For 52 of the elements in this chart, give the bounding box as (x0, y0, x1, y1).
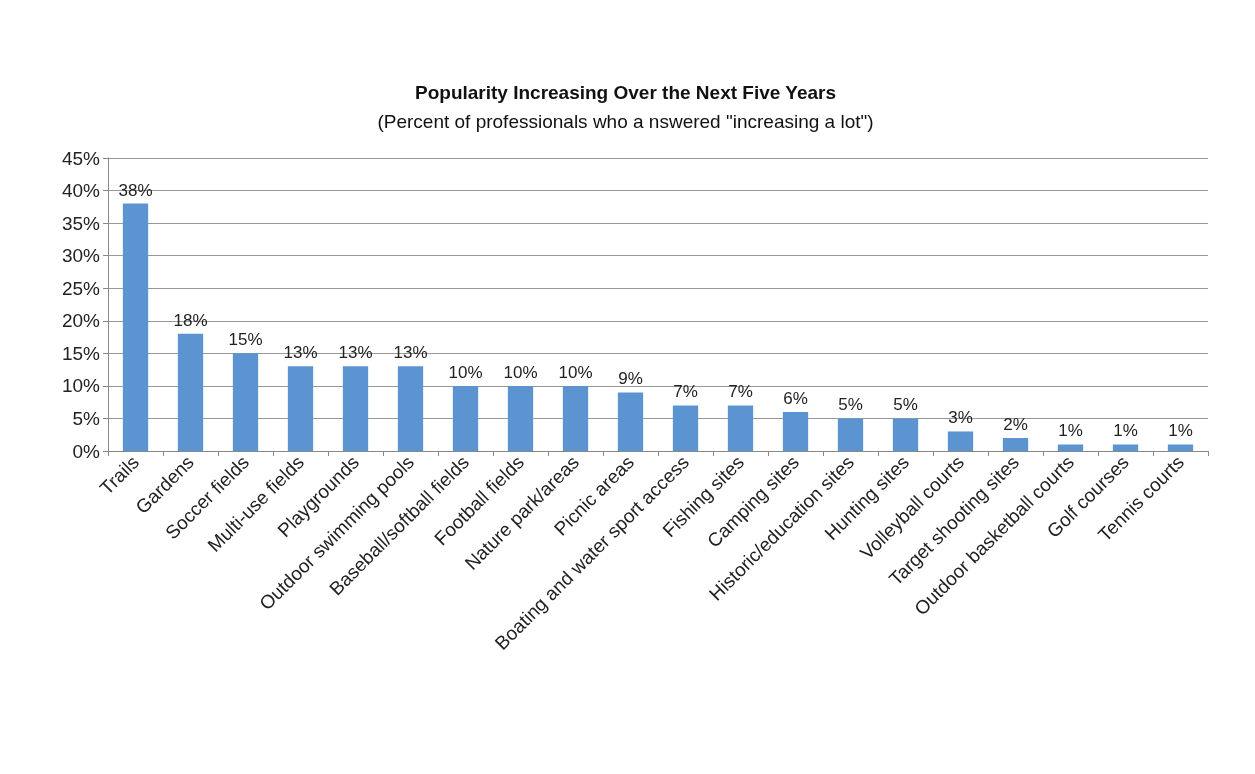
bar (672, 405, 699, 451)
data-label: 5% (893, 395, 918, 415)
y-tick-label: 20% (61, 310, 101, 332)
chart-subtitle: (Percent of professionals who a nswered "increasing a lot") (377, 111, 874, 132)
data-label: 5% (838, 395, 863, 415)
data-label: 10% (448, 362, 483, 382)
bar (1167, 444, 1194, 451)
y-tick-label: 25% (61, 277, 101, 299)
y-tick-label: 30% (61, 245, 101, 267)
bar (837, 418, 864, 451)
bar (782, 411, 809, 451)
bar (1112, 444, 1139, 451)
y-tick-label: 10% (61, 375, 101, 397)
data-label: 2% (1003, 414, 1028, 434)
bar (287, 366, 314, 451)
data-label: 9% (618, 369, 643, 389)
data-label: 13% (283, 343, 318, 363)
data-label: 1% (1058, 421, 1083, 441)
y-tick-label: 35% (61, 212, 101, 234)
data-label: 38% (118, 180, 153, 200)
y-tick-label: 5% (72, 407, 101, 429)
data-label: 7% (673, 382, 698, 402)
bar (232, 353, 259, 451)
bar (727, 405, 754, 451)
bar (507, 385, 534, 451)
data-label: 6% (783, 388, 808, 408)
bar (892, 418, 919, 451)
data-label: 13% (393, 343, 428, 363)
y-tick-label: 0% (72, 440, 101, 462)
data-label: 18% (173, 310, 208, 330)
data-label: 3% (948, 408, 973, 428)
y-tick-label: 40% (61, 180, 101, 202)
data-label: 13% (338, 343, 373, 363)
y-tick-label: 45% (61, 147, 101, 169)
data-label: 1% (1113, 421, 1138, 441)
data-label: 15% (228, 330, 263, 350)
bar (562, 385, 589, 451)
y-tick-label: 15% (61, 342, 101, 364)
bar (397, 366, 424, 451)
bar (1002, 437, 1029, 451)
data-label: 7% (728, 382, 753, 402)
bar (122, 203, 149, 451)
chart-title: Popularity Increasing Over the Next Five Years (415, 82, 836, 103)
bar (1057, 444, 1084, 451)
bar (617, 392, 644, 451)
bar (947, 431, 974, 451)
data-label: 10% (558, 362, 593, 382)
bar (177, 333, 204, 451)
bar (342, 366, 369, 451)
bar (452, 385, 479, 451)
data-label: 1% (1168, 421, 1193, 441)
data-label: 10% (503, 362, 538, 382)
